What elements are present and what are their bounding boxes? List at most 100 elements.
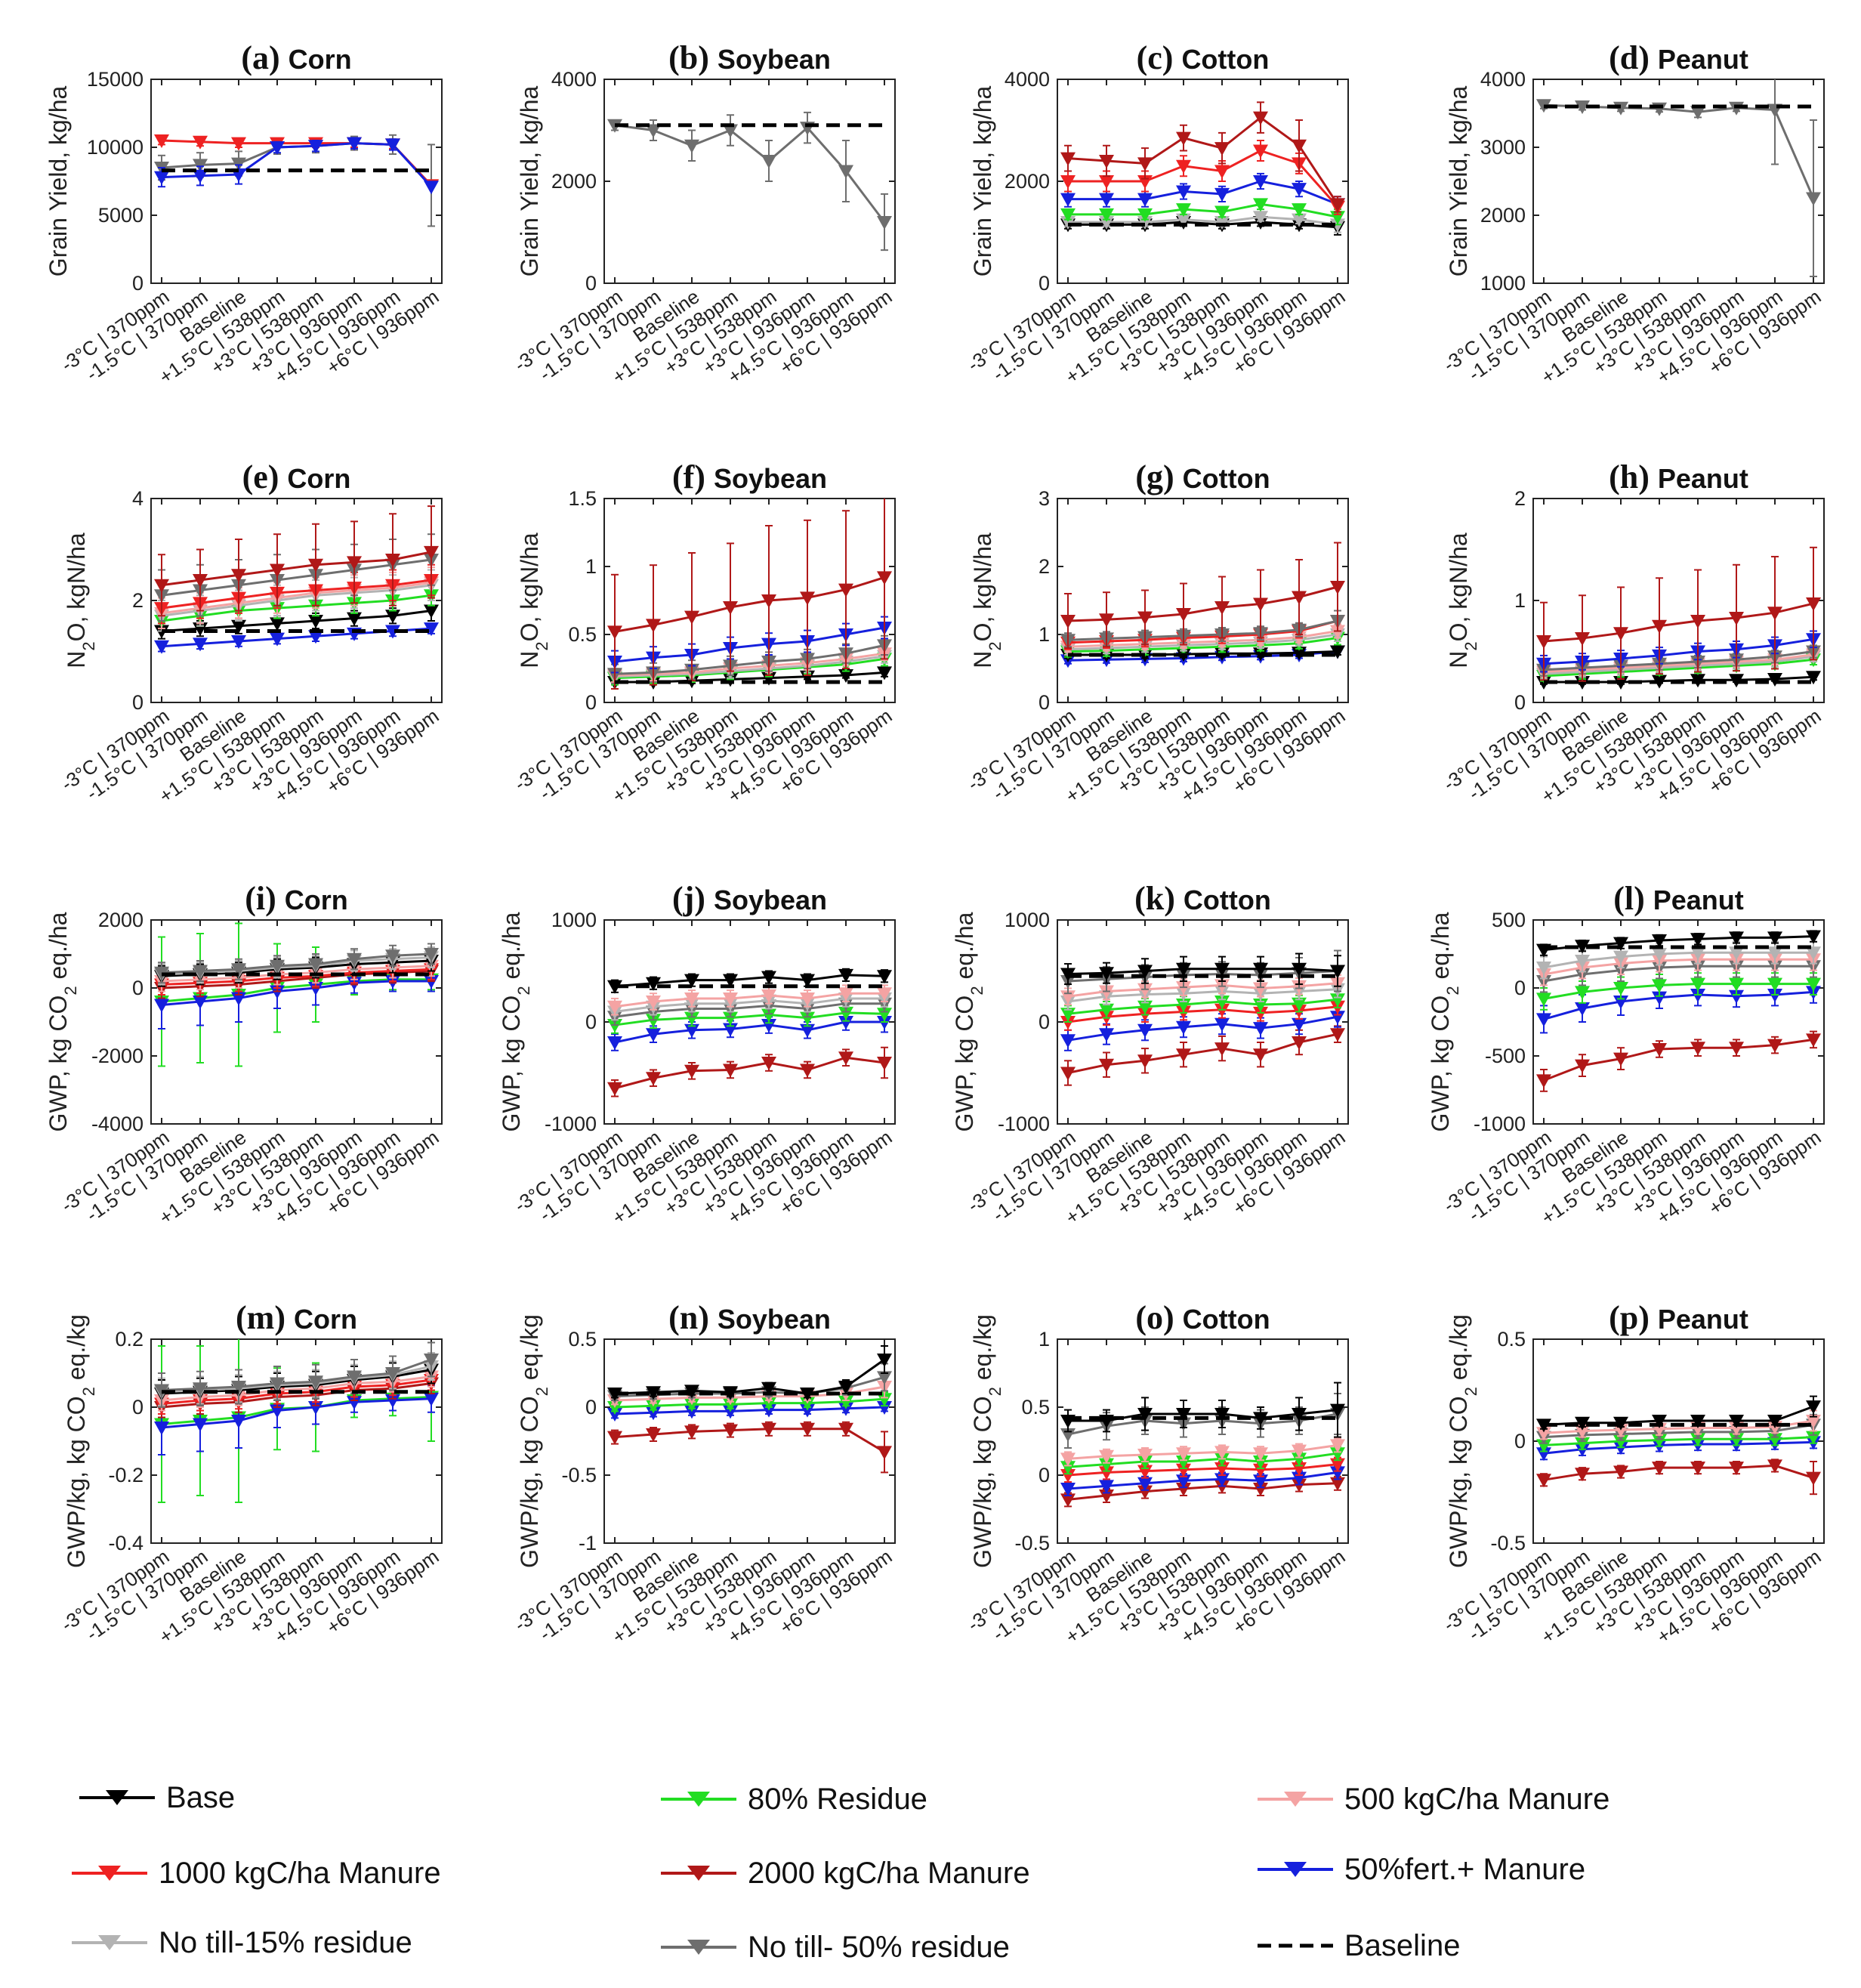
data-point <box>1330 1028 1345 1042</box>
data-point <box>1099 155 1114 168</box>
data-point <box>761 1381 776 1396</box>
series-nt15 <box>607 989 892 1021</box>
legend-swatch-nt50 <box>661 1940 736 1955</box>
y-axis-label: Grain Yield, kg/ha <box>45 86 72 277</box>
y-tick-label: 0 <box>1039 272 1050 295</box>
panel-letter: (n) <box>668 1299 718 1336</box>
axes-box <box>1532 1338 1825 1544</box>
data-point <box>270 141 285 155</box>
y-tick-label: 500 <box>1492 909 1526 931</box>
data-point <box>1292 203 1307 218</box>
y-label-part: GWP/kg, kg CO <box>63 1396 90 1568</box>
legend-item-nt50: No till- 50% residue <box>657 1925 1010 1970</box>
data-point <box>385 138 400 153</box>
series-line <box>1067 982 1338 998</box>
y-label-subscript: 2 <box>986 1387 1005 1396</box>
y-tick-label: 4 <box>132 487 144 510</box>
data-point <box>1060 1452 1076 1467</box>
data-point <box>1729 1462 1744 1476</box>
axes-box <box>603 1338 896 1544</box>
series-line <box>161 551 432 587</box>
panel-letter: (e) <box>242 458 288 495</box>
data-point <box>270 563 285 578</box>
data-point <box>723 601 738 615</box>
data-point <box>1690 946 1705 961</box>
data-point <box>1060 175 1076 189</box>
data-point <box>1292 183 1307 197</box>
y-tick-label: 0.5 <box>568 623 597 646</box>
data-point <box>1137 1023 1153 1038</box>
data-point <box>877 1354 892 1367</box>
legend-label-baseline: Baseline <box>1344 1928 1461 1962</box>
data-point <box>154 640 169 654</box>
data-point <box>877 987 892 1002</box>
data-point <box>1292 1452 1307 1467</box>
plot-area <box>1536 930 1821 1092</box>
data-point <box>1536 962 1551 975</box>
data-point <box>1575 940 1590 954</box>
y-tick-label: 0 <box>585 1396 597 1418</box>
data-point <box>1137 611 1153 625</box>
y-tick-label: -0.5 <box>1490 1532 1526 1554</box>
series-nt50 <box>607 111 892 252</box>
series-line <box>1543 1419 1814 1434</box>
data-point <box>1292 1408 1307 1422</box>
data-point <box>877 666 892 681</box>
legend-label-nt15: No till-15% residue <box>159 1925 412 1959</box>
data-point <box>1099 613 1114 628</box>
data-point <box>1176 1456 1191 1469</box>
data-point <box>800 1011 815 1026</box>
panel-crop: Corn <box>285 884 348 915</box>
legend-swatch-man2000 <box>661 1866 736 1881</box>
series-line <box>1543 1464 1814 1481</box>
data-point <box>1536 1074 1551 1088</box>
panel-crop: Peanut <box>1658 463 1748 494</box>
y-tick-label: 0.2 <box>115 1328 144 1351</box>
data-point <box>838 1381 853 1394</box>
y-tick-label: 4000 <box>551 68 597 91</box>
data-point <box>1176 159 1191 174</box>
data-point <box>1575 631 1590 646</box>
axes-box <box>1057 498 1349 703</box>
y-label-part: O, kgN/ha <box>1445 532 1472 641</box>
legend-swatch-base <box>79 1790 155 1805</box>
panel-title: (a) Corn <box>241 39 351 76</box>
data-point <box>1060 1469 1076 1483</box>
series-line <box>161 1397 432 1429</box>
plot-area <box>154 505 439 654</box>
data-point <box>1330 1466 1345 1480</box>
data-point <box>800 591 815 606</box>
data-point <box>1176 1048 1191 1063</box>
series-line <box>1543 1405 1814 1426</box>
data-point <box>877 1446 892 1460</box>
legend-swatch-man500 <box>1258 1792 1333 1807</box>
series-man2000 <box>1060 101 1345 213</box>
series-base <box>607 968 892 994</box>
data-point <box>1575 1425 1590 1439</box>
series-line <box>1543 637 1814 665</box>
data-point <box>1214 1408 1230 1422</box>
data-point <box>1137 1408 1153 1422</box>
data-point <box>424 948 439 962</box>
data-point <box>1253 211 1268 225</box>
y-tick-label: -0.2 <box>108 1464 144 1486</box>
data-point <box>838 583 853 597</box>
series-base <box>1060 952 1345 987</box>
panel-title: (d) Peanut <box>1609 39 1748 76</box>
data-point <box>838 987 853 1002</box>
data-point <box>1176 203 1191 218</box>
data-point <box>193 965 208 979</box>
y-label-part: GWP, kg CO <box>951 996 978 1132</box>
legend-item-man1000: 1000 kgC/ha Manure <box>68 1851 441 1896</box>
data-point <box>1806 671 1821 685</box>
data-point <box>1767 1039 1782 1053</box>
data-point <box>1575 1416 1590 1431</box>
data-point <box>1099 967 1114 981</box>
plot-area <box>607 968 892 1097</box>
series-nt50 <box>154 943 439 984</box>
data-point <box>270 617 285 631</box>
legend-swatch-nt15 <box>72 1935 147 1950</box>
y-label-subscript: 2 <box>79 1387 98 1396</box>
